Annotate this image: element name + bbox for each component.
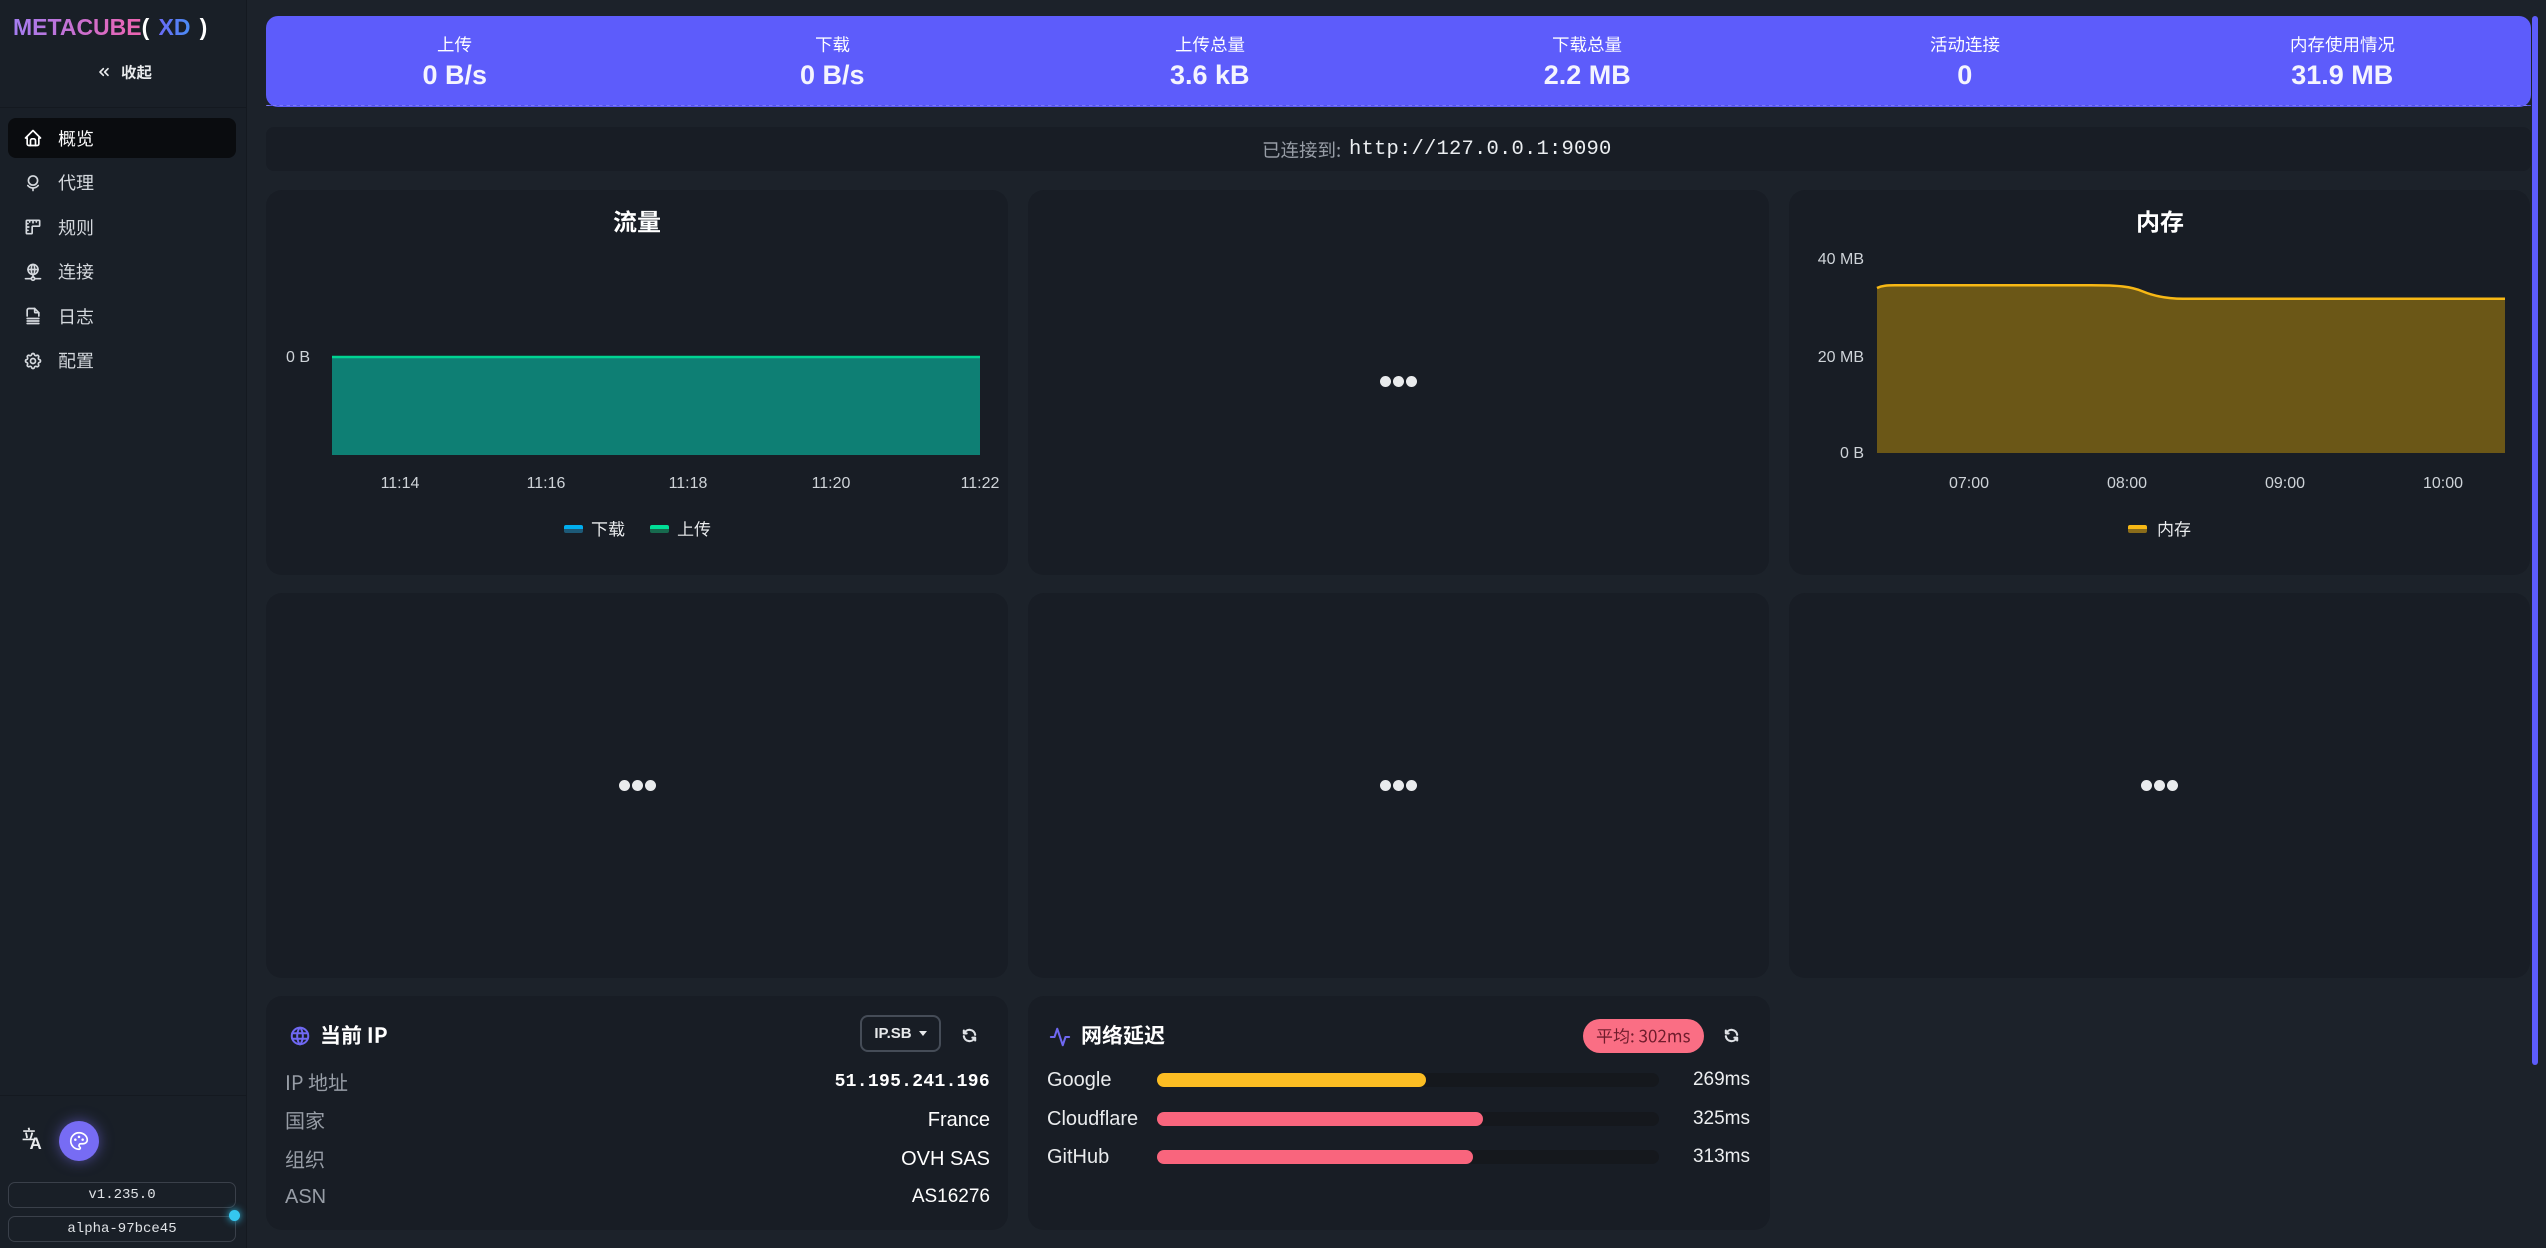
svg-text:0 B: 0 B (286, 349, 310, 366)
svg-text:08:00: 08:00 (2107, 475, 2147, 492)
svg-text:0 B: 0 B (1840, 445, 1864, 462)
svg-text:10:00: 10:00 (2423, 475, 2463, 492)
svg-text:11:20: 11:20 (812, 475, 851, 492)
svg-text:20 MB: 20 MB (1818, 349, 1864, 366)
svg-text:11:16: 11:16 (527, 475, 566, 492)
svg-text:11:14: 11:14 (381, 475, 420, 492)
svg-text:11:18: 11:18 (669, 475, 708, 492)
svg-text:40 MB: 40 MB (1818, 251, 1864, 268)
svg-text:07:00: 07:00 (1949, 475, 1989, 492)
svg-text:09:00: 09:00 (2265, 475, 2305, 492)
svg-text:11:22: 11:22 (961, 475, 1000, 492)
